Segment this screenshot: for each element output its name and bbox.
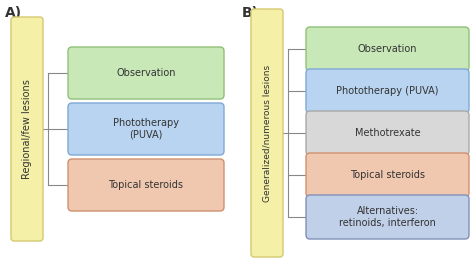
- Text: Alternatives:
retinoids, interferon: Alternatives: retinoids, interferon: [339, 206, 436, 228]
- FancyBboxPatch shape: [306, 195, 469, 239]
- Text: Observation: Observation: [358, 44, 417, 54]
- Text: Observation: Observation: [116, 68, 176, 78]
- Text: Topical steroids: Topical steroids: [350, 170, 425, 180]
- FancyBboxPatch shape: [306, 69, 469, 113]
- Text: Topical steroids: Topical steroids: [109, 180, 183, 190]
- Text: B): B): [242, 6, 259, 20]
- FancyBboxPatch shape: [68, 103, 224, 155]
- FancyBboxPatch shape: [251, 9, 283, 257]
- Text: Generalized/numerous lesions: Generalized/numerous lesions: [263, 64, 272, 202]
- Text: Phototherapy
(PUVA): Phototherapy (PUVA): [113, 118, 179, 140]
- FancyBboxPatch shape: [306, 153, 469, 197]
- Text: Methotrexate: Methotrexate: [355, 128, 420, 138]
- FancyBboxPatch shape: [306, 111, 469, 155]
- Text: Phototherapy (PUVA): Phototherapy (PUVA): [336, 86, 439, 96]
- FancyBboxPatch shape: [68, 159, 224, 211]
- FancyBboxPatch shape: [11, 17, 43, 241]
- FancyBboxPatch shape: [68, 47, 224, 99]
- Text: Regional/few lesions: Regional/few lesions: [22, 79, 32, 179]
- FancyBboxPatch shape: [306, 27, 469, 71]
- Text: A): A): [5, 6, 22, 20]
